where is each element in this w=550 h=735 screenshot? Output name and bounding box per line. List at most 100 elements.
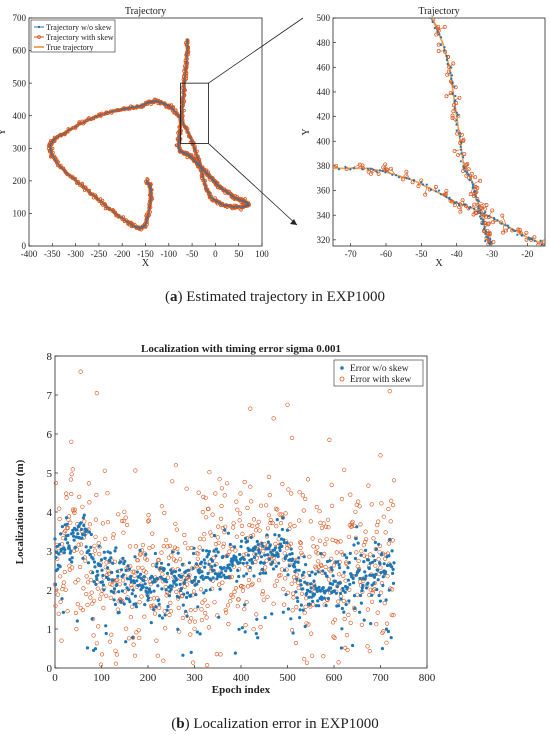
wo-skew-point (261, 544, 265, 548)
wo-skew-point (277, 561, 281, 565)
wo-skew-point (298, 608, 302, 612)
wo-skew-point (369, 622, 373, 626)
wo-skew-point (88, 553, 92, 557)
with-skew-point (264, 503, 269, 508)
with-skew-point (291, 595, 296, 600)
with-skew-marker (182, 108, 186, 113)
with-skew-point (248, 484, 253, 489)
wo-skew-point (63, 132, 66, 134)
wo-skew-point (331, 574, 335, 578)
with-skew-point (173, 558, 178, 564)
wo-skew-point (242, 574, 246, 578)
with-skew-point (92, 543, 97, 548)
with-skew-point (244, 600, 249, 605)
wo-skew-point (103, 113, 105, 115)
wo-skew-point (181, 113, 183, 115)
wo-skew-point (189, 593, 193, 597)
wo-skew-point (173, 109, 175, 112)
wo-skew-point (135, 570, 139, 574)
wo-skew-point (50, 149, 52, 151)
with-skew-point (220, 580, 225, 585)
wo-skew-point (312, 579, 316, 583)
wo-skew-point (474, 195, 477, 198)
wo-skew-point (145, 220, 148, 222)
with-skew-point (376, 557, 381, 562)
wo-skew-point (342, 610, 346, 614)
wo-skew-point (376, 578, 380, 582)
wo-skew-point (375, 587, 379, 592)
wo-skew-point (184, 72, 187, 74)
wo-skew-point (225, 204, 227, 207)
with-skew-point (205, 662, 210, 668)
with-skew-point (286, 487, 291, 492)
wo-skew-point (467, 173, 470, 176)
y-tick-label: 460 (317, 62, 331, 72)
y-tick-label: 2 (47, 585, 53, 597)
wo-skew-point (109, 111, 111, 113)
wo-skew-point (232, 195, 234, 198)
wo-skew-point (89, 532, 93, 537)
wo-skew-point (455, 111, 458, 114)
wo-skew-point (187, 568, 191, 572)
wo-skew-point (119, 568, 124, 572)
wo-skew-point (455, 119, 458, 122)
wo-skew-point (363, 577, 367, 581)
wo-skew-point (487, 236, 490, 239)
wo-skew-point (241, 206, 243, 208)
wo-skew-point (90, 617, 94, 621)
with-skew-marker (55, 134, 60, 139)
wo-skew-point (76, 532, 80, 536)
with-skew-point (123, 515, 128, 520)
with-skew-point (310, 536, 315, 541)
wo-skew-point (182, 592, 186, 596)
with-skew-marker (450, 116, 455, 121)
wo-skew-point (150, 193, 152, 195)
wo-skew-point (202, 177, 205, 179)
wo-skew-point (196, 155, 198, 157)
wo-skew-point (370, 593, 374, 597)
wo-skew-point (171, 550, 175, 554)
with-skew-point (155, 653, 160, 658)
wo-skew-point (433, 26, 436, 30)
wo-skew-point (145, 586, 149, 590)
wo-skew-point (493, 218, 496, 221)
wo-skew-point (184, 609, 188, 614)
with-skew-marker (451, 109, 456, 114)
wo-skew-point (198, 160, 200, 162)
wo-skew-point (186, 53, 188, 55)
wo-skew-point (345, 556, 349, 560)
wo-skew-point (291, 557, 295, 561)
wo-skew-point (217, 615, 221, 619)
wo-skew-point (53, 156, 55, 159)
with-skew-point (323, 541, 328, 547)
wo-skew-point (146, 219, 148, 221)
legend-label: Trajectory w/o skew (46, 23, 112, 32)
wo-skew-point (377, 593, 381, 598)
wo-skew-point (182, 94, 184, 96)
wo-skew-point (285, 541, 289, 545)
with-skew-point (251, 533, 256, 538)
wo-skew-point (147, 214, 149, 216)
with-skew-point (192, 619, 198, 624)
wo-skew-point (358, 576, 362, 581)
wo-skew-point (185, 62, 188, 65)
wo-skew-point (184, 75, 186, 78)
wo-skew-point (103, 204, 106, 206)
y-tick-label: 8 (47, 351, 53, 363)
wo-skew-point (472, 185, 475, 188)
with-skew-marker (189, 139, 194, 143)
wo-skew-point (338, 581, 342, 585)
with-skew-point (251, 627, 256, 632)
wo-skew-point (157, 602, 161, 606)
with-skew-marker (541, 239, 545, 244)
with-skew-point (172, 545, 178, 550)
with-skew-marker (479, 206, 484, 210)
with-skew-point (188, 607, 193, 613)
with-skew-point (302, 657, 307, 662)
x-tick-label: -150 (137, 249, 154, 259)
with-skew-point (145, 519, 151, 524)
wo-skew-point (386, 629, 390, 634)
with-skew-point (388, 519, 393, 524)
with-skew-point (70, 565, 75, 570)
wo-skew-point (149, 590, 153, 594)
